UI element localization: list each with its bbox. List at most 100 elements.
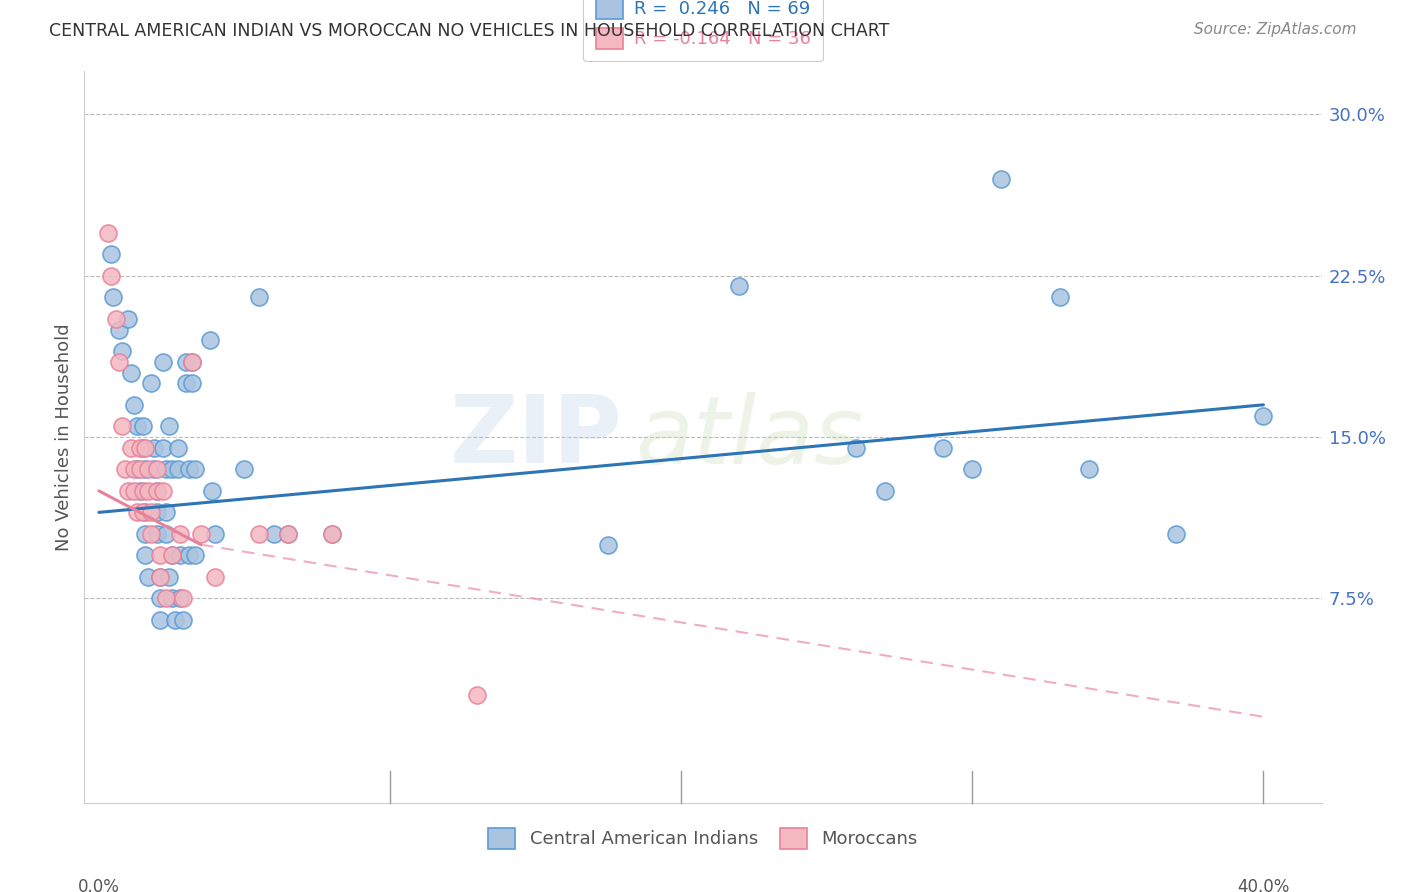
- Y-axis label: No Vehicles in Household: No Vehicles in Household: [55, 323, 73, 551]
- Point: [138, 462, 160, 476]
- Point: [100, 247, 122, 261]
- Text: 40.0%: 40.0%: [1237, 878, 1289, 892]
- Point: [152, 483, 174, 498]
- Point: [128, 483, 150, 498]
- Point: [174, 376, 197, 391]
- Point: [146, 527, 169, 541]
- Point: [131, 505, 153, 519]
- Point: [122, 483, 145, 498]
- Point: [155, 505, 177, 519]
- Point: [120, 366, 142, 380]
- Point: [160, 549, 183, 563]
- Point: [169, 549, 191, 563]
- Point: [932, 441, 955, 455]
- Point: [1077, 462, 1099, 476]
- Point: [201, 483, 224, 498]
- Point: [149, 549, 172, 563]
- Point: [277, 527, 299, 541]
- Point: [155, 462, 177, 476]
- Point: [131, 483, 153, 498]
- Point: [179, 462, 201, 476]
- Text: Source: ZipAtlas.com: Source: ZipAtlas.com: [1194, 22, 1357, 37]
- Point: [105, 311, 128, 326]
- Point: [163, 613, 186, 627]
- Point: [181, 376, 204, 391]
- Point: [125, 462, 148, 476]
- Point: [134, 527, 156, 541]
- Text: ZIP: ZIP: [450, 391, 623, 483]
- Point: [100, 268, 122, 283]
- Point: [155, 527, 177, 541]
- Point: [146, 483, 169, 498]
- Point: [174, 355, 197, 369]
- Point: [321, 527, 343, 541]
- Point: [152, 441, 174, 455]
- Point: [122, 398, 145, 412]
- Point: [138, 483, 160, 498]
- Text: CENTRAL AMERICAN INDIAN VS MOROCCAN NO VEHICLES IN HOUSEHOLD CORRELATION CHART: CENTRAL AMERICAN INDIAN VS MOROCCAN NO V…: [49, 22, 890, 40]
- Point: [134, 462, 156, 476]
- Point: [103, 290, 125, 304]
- Point: [263, 527, 285, 541]
- Point: [141, 376, 163, 391]
- Point: [108, 322, 131, 336]
- Point: [172, 613, 194, 627]
- Point: [146, 483, 169, 498]
- Point: [873, 483, 896, 498]
- Point: [204, 527, 226, 541]
- Point: [598, 538, 620, 552]
- Point: [160, 591, 183, 606]
- Point: [166, 441, 188, 455]
- Point: [728, 279, 751, 293]
- Point: [181, 355, 204, 369]
- Point: [157, 570, 180, 584]
- Point: [160, 549, 183, 563]
- Point: [146, 462, 169, 476]
- Legend: Central American Indians, Moroccans: Central American Indians, Moroccans: [481, 821, 925, 856]
- Point: [117, 483, 139, 498]
- Point: [141, 505, 163, 519]
- Point: [149, 591, 172, 606]
- Point: [277, 527, 299, 541]
- Point: [845, 441, 868, 455]
- Point: [134, 549, 156, 563]
- Point: [160, 462, 183, 476]
- Point: [233, 462, 256, 476]
- Point: [152, 355, 174, 369]
- Point: [149, 613, 172, 627]
- Point: [143, 441, 166, 455]
- Point: [111, 419, 134, 434]
- Text: atlas: atlas: [636, 392, 863, 483]
- Point: [247, 290, 270, 304]
- Point: [120, 441, 142, 455]
- Point: [141, 527, 163, 541]
- Point: [190, 527, 212, 541]
- Point: [114, 462, 136, 476]
- Point: [321, 527, 343, 541]
- Point: [111, 344, 134, 359]
- Point: [128, 462, 150, 476]
- Point: [125, 419, 148, 434]
- Point: [1049, 290, 1071, 304]
- Point: [169, 591, 191, 606]
- Point: [97, 226, 120, 240]
- Point: [128, 441, 150, 455]
- Point: [157, 419, 180, 434]
- Point: [1253, 409, 1275, 423]
- Point: [179, 549, 201, 563]
- Point: [204, 570, 226, 584]
- Point: [184, 549, 207, 563]
- Point: [131, 419, 153, 434]
- Point: [125, 505, 148, 519]
- Point: [155, 591, 177, 606]
- Point: [1164, 527, 1187, 541]
- Point: [247, 527, 270, 541]
- Text: 0.0%: 0.0%: [77, 878, 120, 892]
- Point: [467, 688, 489, 702]
- Point: [134, 441, 156, 455]
- Point: [990, 172, 1012, 186]
- Point: [149, 570, 172, 584]
- Point: [143, 462, 166, 476]
- Point: [117, 311, 139, 326]
- Point: [108, 355, 131, 369]
